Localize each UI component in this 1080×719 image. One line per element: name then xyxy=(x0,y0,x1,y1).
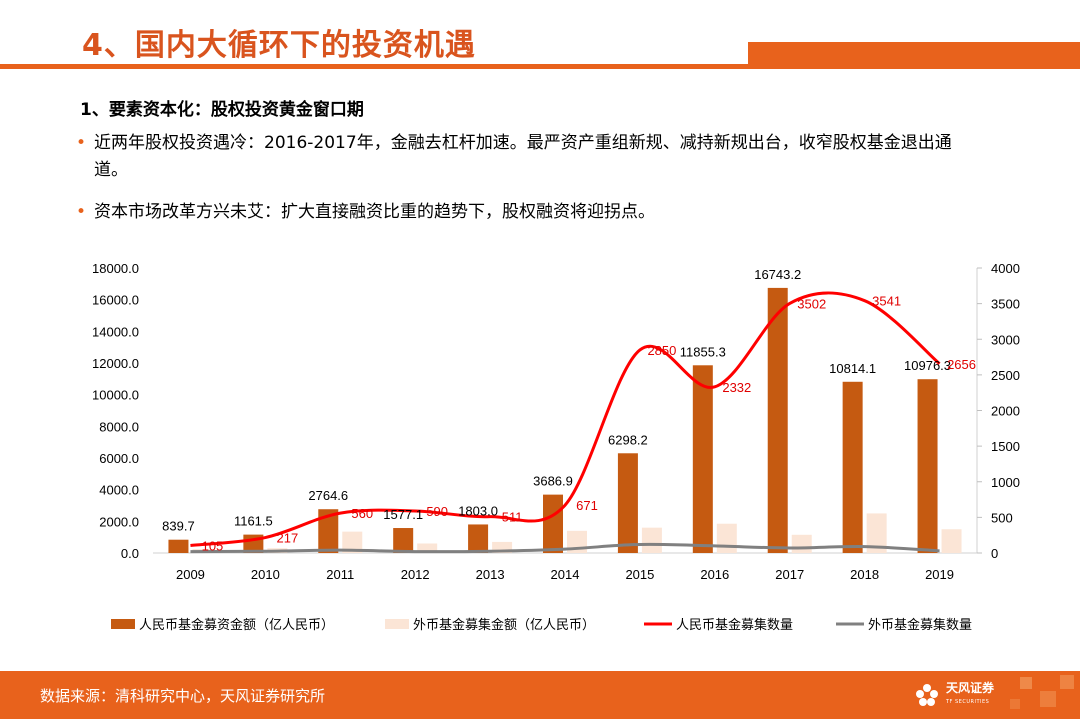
rmb-bar-data-label: 1161.5 xyxy=(234,514,273,529)
rmb-bar-data-label: 6298.2 xyxy=(608,432,648,447)
fund-raising-chart: 0.0 2000.0 4000.0 6000.0 8000.0 10000.0 12000.… xyxy=(92,261,1020,632)
rmb-fund-bar xyxy=(393,528,414,553)
fx-fund-bar xyxy=(492,541,513,553)
rmb-line-data-label: 217 xyxy=(277,531,299,546)
bullet-text: 近两年股权投资遇冷：2016-2017年，金融去杠杆加速。最严资产重组新规、减持… xyxy=(94,133,952,180)
rmb-line-data-label: 671 xyxy=(576,498,598,513)
y-left-tick-label: 8000.0 xyxy=(99,419,139,434)
legend-swatch-rmb-amount xyxy=(111,619,135,629)
y-left-tick-label: 4000.0 xyxy=(99,483,139,498)
rmb-line-data-label: 590 xyxy=(426,504,448,519)
fx-fund-bar xyxy=(866,513,887,553)
y-right-tick-label: 0 xyxy=(991,546,998,561)
rmb-bar-data-label: 839.7 xyxy=(162,519,195,534)
rmb-line-data-label: 2656 xyxy=(947,357,976,372)
footer-bar: 数据来源：清科研究中心，天风证券研究所 天风证券 TF SECURITIES xyxy=(0,671,1080,719)
fx-fund-bar xyxy=(641,527,662,553)
rmb-fund-bar xyxy=(842,381,863,553)
x-tick-label: 2010 xyxy=(251,567,280,582)
rmb-fund-bar xyxy=(468,524,489,553)
rmb-fund-bar xyxy=(692,365,713,553)
y-left-tick-label: 18000.0 xyxy=(92,261,139,276)
rmb-fund-bar xyxy=(543,494,563,553)
y-left-tick-label: 16000.0 xyxy=(92,293,139,308)
rmb-fund-bar xyxy=(318,509,339,553)
rmb-line-data-label: 511 xyxy=(502,510,523,525)
decor-square xyxy=(1020,677,1032,689)
y-right-tick-label: 2000 xyxy=(991,404,1020,419)
rmb-fund-bar xyxy=(617,453,638,553)
rmb-bar-data-label: 10814.1 xyxy=(829,361,876,376)
page-title: 4、国内大循环下的投资机遇 xyxy=(82,28,476,63)
y-left-tick-label: 10000.0 xyxy=(92,388,139,403)
y-right-tick-label: 2500 xyxy=(991,368,1020,383)
bullet-item: • 资本市场改革方兴未艾：扩大直接融资比重的趋势下，股权融资将迎拐点。 xyxy=(76,199,976,226)
x-tick-label: 2017 xyxy=(775,567,804,582)
y-right-tick-label: 3500 xyxy=(991,297,1020,312)
y-right-tick-label: 3000 xyxy=(991,332,1020,347)
rmb-bar-data-label: 2764.6 xyxy=(308,488,348,503)
rmb-line-data-label: 2332 xyxy=(722,380,751,395)
rmb-fund-count-line xyxy=(190,291,941,548)
logo-name: 天风证券 xyxy=(946,681,995,695)
y-left-tick-label: 12000.0 xyxy=(92,356,139,371)
x-tick-label: 2018 xyxy=(850,567,879,582)
x-tick-label: 2011 xyxy=(326,567,354,582)
title-accent-bar xyxy=(748,42,1080,64)
fx-fund-bar xyxy=(941,529,962,553)
y-left-tick-label: 0.0 xyxy=(121,546,139,561)
bullet-text: 资本市场改革方兴未艾：扩大直接融资比重的趋势下，股权融资将迎拐点。 xyxy=(94,202,656,222)
y-right-tick-label: 4000 xyxy=(991,261,1020,276)
title-underline xyxy=(0,64,1080,69)
x-tick-label: 2009 xyxy=(176,567,205,582)
x-tick-label: 2013 xyxy=(476,567,505,582)
rmb-bar-data-label: 11855.3 xyxy=(680,344,726,359)
x-tick-label: 2012 xyxy=(401,567,430,582)
decor-square xyxy=(1060,675,1074,689)
fx-fund-bar xyxy=(417,543,438,553)
rmb-line-data-label: 3541 xyxy=(872,294,901,309)
rmb-line-data-label: 2850 xyxy=(647,343,676,358)
rmb-fund-bar xyxy=(767,287,788,553)
legend-label: 外币基金募集金额（亿人民币） xyxy=(413,617,595,632)
rmb-line-data-label: 3502 xyxy=(797,296,826,311)
x-tick-label: 2015 xyxy=(625,567,654,582)
legend-label: 人民币基金募集数量 xyxy=(676,617,793,632)
x-tick-label: 2014 xyxy=(551,567,580,582)
rmb-bar-data-label: 16743.2 xyxy=(754,267,801,282)
rmb-line-data-label: 105 xyxy=(202,539,224,554)
x-tick-label: 2016 xyxy=(700,567,729,582)
company-logo: 天风证券 TF SECURITIES xyxy=(912,679,994,711)
bullet-dot-icon: • xyxy=(76,133,87,153)
y-left-tick-label: 6000.0 xyxy=(99,451,139,466)
legend-label: 人民币基金募资金额（亿人民币） xyxy=(139,617,334,632)
data-source-note: 数据来源：清科研究中心，天风证券研究所 xyxy=(40,687,326,705)
y-right-tick-label: 1500 xyxy=(991,439,1020,454)
rmb-bar-data-label: 1577.1 xyxy=(383,507,423,522)
section-heading: 1、要素资本化：股权投资黄金窗口期 xyxy=(80,100,364,120)
fx-fund-bar xyxy=(791,534,812,553)
fx-fund-bar xyxy=(716,523,737,553)
rmb-line-data-label: 560 xyxy=(351,506,373,521)
rmb-bar-data-label: 1803.0 xyxy=(458,503,498,518)
logo-subtitle: TF SECURITIES xyxy=(946,699,990,705)
decor-square xyxy=(1010,699,1020,709)
flower-logo-icon xyxy=(916,684,938,706)
fx-fund-count-line xyxy=(190,542,940,554)
y-left-tick-label: 14000.0 xyxy=(92,324,139,339)
legend-label: 外币基金募集数量 xyxy=(868,617,972,632)
rmb-bar-data-label: 10976.3 xyxy=(904,358,951,373)
rmb-fund-bar xyxy=(168,539,189,553)
x-tick-label: 2019 xyxy=(925,567,954,582)
rmb-fund-bar xyxy=(917,379,938,553)
y-left-tick-label: 2000.0 xyxy=(99,514,139,529)
bullet-item: • 近两年股权投资遇冷：2016-2017年，金融去杠杆加速。最严资产重组新规、减… xyxy=(76,130,976,184)
decor-square xyxy=(1040,691,1056,707)
y-right-tick-label: 500 xyxy=(991,510,1013,525)
legend-swatch-fx-amount xyxy=(385,619,409,629)
bullet-dot-icon: • xyxy=(76,202,87,222)
fx-fund-bar xyxy=(342,531,363,553)
rmb-bar-data-label: 3686.9 xyxy=(533,474,573,489)
y-right-tick-label: 1000 xyxy=(991,475,1020,490)
